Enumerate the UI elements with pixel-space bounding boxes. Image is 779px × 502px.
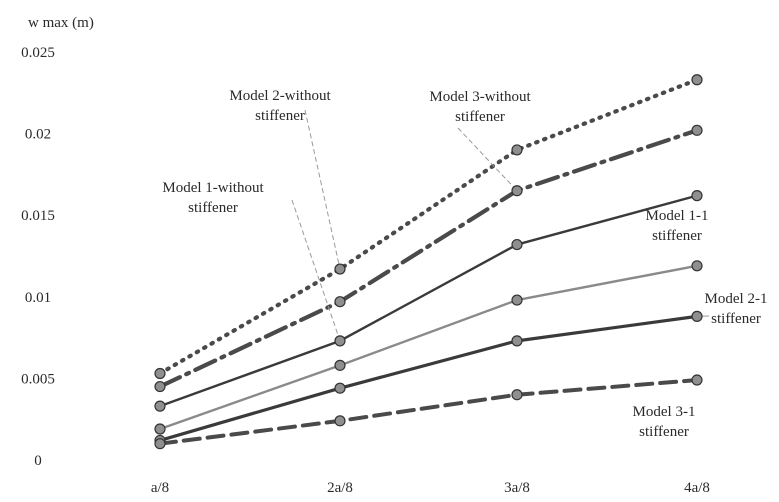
data-point	[154, 380, 166, 393]
series-annotation-label: stiffener	[711, 311, 761, 327]
data-point	[691, 260, 703, 272]
series-line	[157, 77, 700, 376]
series-line	[158, 194, 699, 408]
data-point	[154, 400, 166, 412]
y-tick-label: 0.025	[21, 45, 55, 61]
x-tick-label: 4a/8	[684, 480, 710, 496]
annotation-leader	[304, 109, 341, 270]
data-point	[691, 190, 703, 202]
y-tick-label: 0	[34, 453, 42, 469]
x-tick-label: 3a/8	[504, 480, 530, 496]
series-annotation-label: stiffener	[652, 228, 702, 244]
series-line	[158, 314, 699, 443]
data-point	[691, 374, 703, 386]
x-tick-label: a/8	[151, 480, 169, 496]
data-point	[511, 389, 523, 401]
series-annotation-label: Model 1-without	[162, 180, 264, 196]
y-tick-label: 0.015	[21, 208, 55, 224]
x-tick-labels: a/8 2a/8 3a/8 4a/8	[151, 480, 710, 496]
x-tick-label: 2a/8	[327, 480, 353, 496]
y-axis-title: w max (m)	[28, 15, 94, 31]
annotation-leader	[457, 127, 518, 192]
series-annotations: Model 2-without stiffener Model 3-without s…	[162, 88, 767, 440]
annotation-leader	[291, 199, 341, 342]
data-point	[334, 296, 346, 308]
series-annotation-label: Model 3-1	[633, 404, 696, 420]
series-annotation-label: stiffener	[639, 424, 689, 440]
series-annotation-label: Model 2-1	[705, 291, 768, 307]
data-point	[511, 238, 523, 251]
series-markers	[154, 74, 703, 450]
series-annotation-label: Model 2-without	[229, 88, 331, 104]
data-point	[154, 367, 166, 380]
data-point	[511, 335, 523, 347]
data-point	[511, 294, 523, 306]
data-point	[511, 185, 523, 197]
data-point	[691, 74, 703, 86]
data-point	[154, 438, 166, 450]
series-annotation-label: Model 3-without	[429, 89, 531, 105]
y-tick-labels: 0 0.005 0.01 0.015 0.02 0.025	[21, 45, 55, 469]
data-point	[334, 359, 346, 371]
y-tick-label: 0.02	[25, 127, 51, 143]
data-point	[334, 382, 346, 394]
data-point	[334, 335, 346, 347]
series-annotation-label: stiffener	[255, 108, 305, 124]
series-annotation-label: stiffener	[455, 109, 505, 125]
y-axis-label: w max (m)	[28, 15, 94, 31]
data-point	[334, 415, 346, 427]
y-tick-label: 0.01	[25, 290, 51, 306]
series-lines	[157, 77, 700, 446]
y-tick-label: 0.005	[21, 371, 55, 387]
data-point	[154, 423, 166, 435]
data-point	[511, 144, 523, 156]
series-annotation-label: Model 1-1	[646, 208, 709, 224]
series-annotation-label: stiffener	[188, 200, 238, 216]
series-line	[157, 128, 700, 389]
data-point	[691, 124, 703, 136]
series-line	[158, 264, 699, 431]
data-point	[334, 263, 346, 275]
data-point	[691, 310, 703, 322]
series-line	[158, 378, 699, 446]
